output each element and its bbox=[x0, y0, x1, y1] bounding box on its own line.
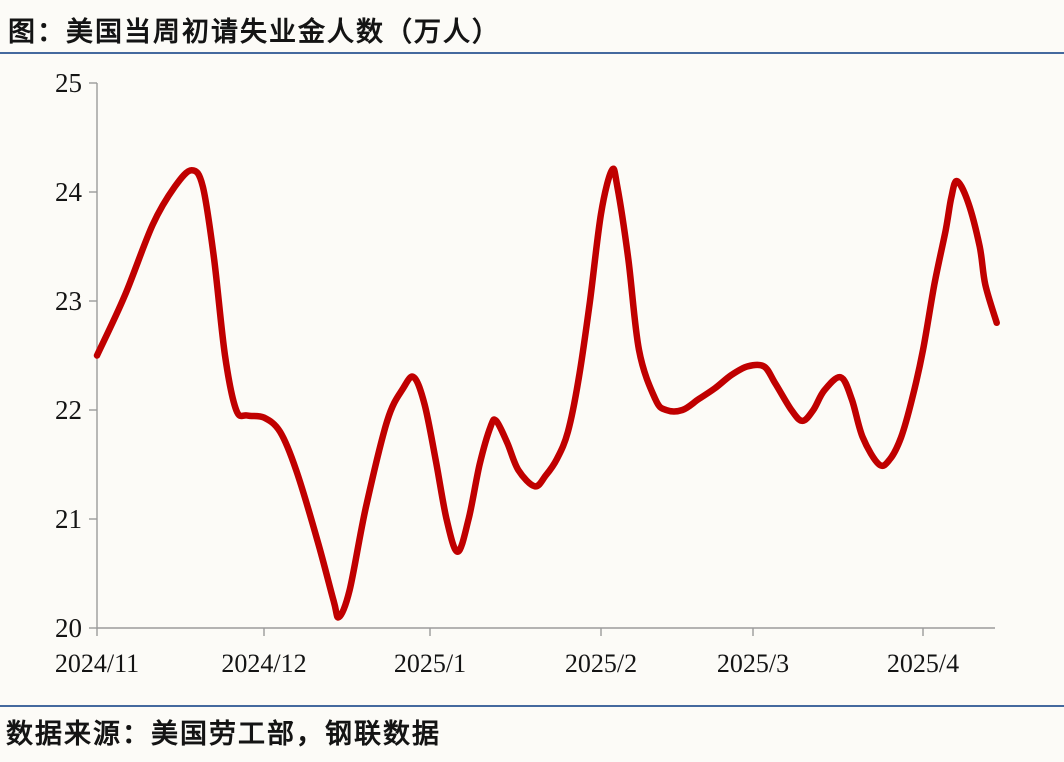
x-tick-label: 2024/12 bbox=[221, 649, 306, 678]
y-tick-label: 22 bbox=[55, 395, 82, 425]
y-tick-label: 25 bbox=[55, 68, 82, 98]
claims-series-line bbox=[93, 165, 1000, 621]
x-axis-labels: 2024/11 2024/12 2025/1 2025/2 2025/3 202… bbox=[55, 649, 959, 678]
data-source: 数据来源：美国劳工部，钢联数据 bbox=[6, 719, 441, 749]
x-tick-label: 2025/1 bbox=[394, 649, 466, 678]
y-axis-labels: 25 24 23 22 21 20 bbox=[55, 68, 83, 643]
axis-tick-marks bbox=[89, 82, 924, 636]
x-tick-label: 2024/11 bbox=[55, 649, 139, 678]
axis-lines bbox=[96, 83, 995, 629]
y-tick-label: 24 bbox=[55, 177, 83, 207]
y-tick-label: 21 bbox=[55, 504, 82, 534]
source-divider-rule bbox=[0, 705, 1064, 707]
y-tick-label: 20 bbox=[55, 613, 82, 643]
x-tick-label: 2025/2 bbox=[565, 649, 637, 678]
figure-title: 图：美国当周初请失业金人数（万人） bbox=[8, 17, 501, 47]
x-tick-label: 2025/4 bbox=[887, 649, 959, 678]
title-divider-rule bbox=[0, 52, 1064, 54]
x-tick-label: 2025/3 bbox=[717, 649, 789, 678]
y-tick-label: 23 bbox=[55, 286, 82, 316]
